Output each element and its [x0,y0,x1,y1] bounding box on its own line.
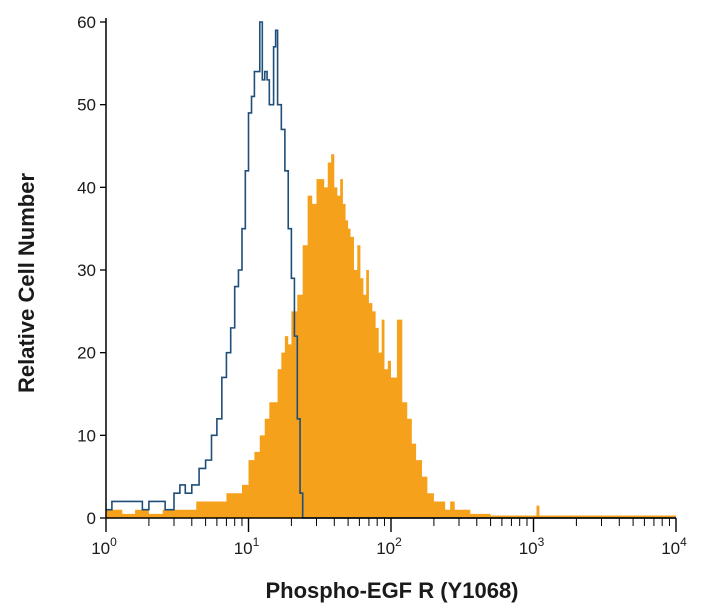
x-tick-label: 100 [91,535,117,558]
x-tick-label: 103 [519,535,545,558]
y-tick-label: 40 [77,178,96,197]
outline-histogram-series [106,21,676,519]
x-tick-exponent: 2 [395,535,402,549]
plot-area [106,21,676,519]
x-tick-exponent: 4 [680,535,687,549]
y-tick-label: 60 [77,13,96,32]
y-axis-title: Relative Cell Number [14,173,39,394]
filled-histogram-series [106,154,676,518]
x-tick-label: 104 [661,535,687,558]
y-tick-label: 10 [77,426,96,445]
x-tick-label: 101 [234,535,260,558]
x-tick-exponent: 1 [253,535,260,549]
x-tick-exponent: 0 [110,535,117,549]
y-tick-label: 30 [77,261,96,280]
x-tick-label: 102 [376,535,402,558]
y-tick-label: 0 [87,509,96,528]
x-axis-title: Phospho-EGF R (Y1068) [265,578,518,603]
y-tick-label: 20 [77,344,96,363]
y-tick-label: 50 [77,96,96,115]
x-tick-exponent: 3 [538,535,545,549]
